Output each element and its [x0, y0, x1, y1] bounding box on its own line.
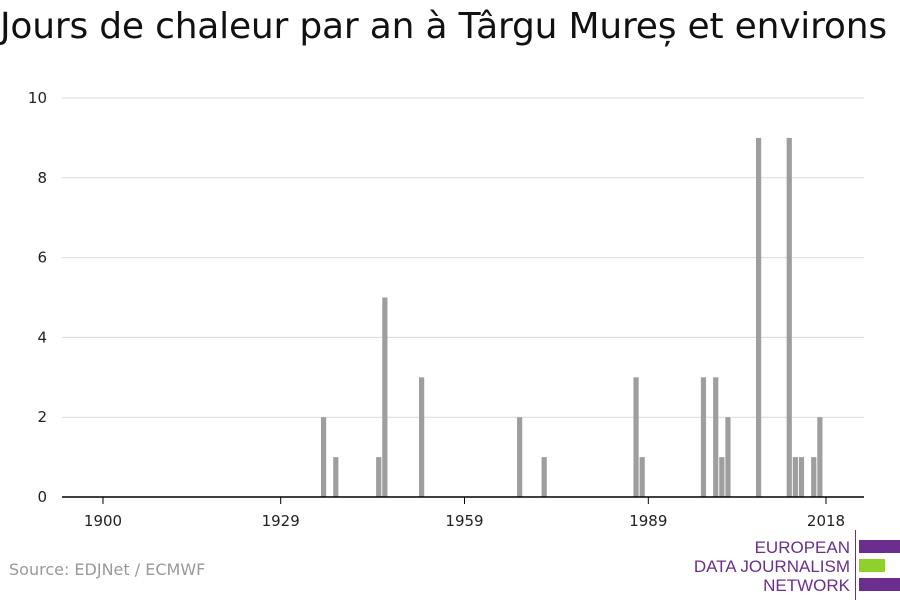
bar-1998	[700, 377, 707, 497]
tick-labels: 0 2 4 6 8 10 1900 1929 1959 1989 2018	[28, 89, 845, 530]
bar-1952	[419, 377, 425, 497]
x-tick-label: 1900	[84, 512, 122, 530]
bar-1987	[633, 377, 639, 497]
chart-title: Jours de chaleur par an à Târgu Mureș et…	[0, 6, 887, 47]
bars	[320, 137, 823, 497]
x-tick-label: 1989	[629, 512, 667, 530]
logo-line-3: NETWORK	[763, 576, 850, 595]
logo-divider	[855, 530, 856, 600]
y-tick-label: 0	[37, 488, 47, 506]
bar-2000	[713, 377, 719, 497]
source-note: Source: EDJNet / ECMWF	[9, 560, 206, 579]
logo-bar-middle	[859, 559, 885, 572]
bar-1936	[320, 417, 327, 497]
y-tick-label: 8	[37, 169, 47, 187]
bar-2012	[786, 137, 792, 497]
y-tick-label: 10	[28, 89, 47, 107]
x-tick-label: 1959	[445, 512, 483, 530]
bar-2013	[792, 457, 798, 497]
x-tick-label: 2018	[807, 512, 845, 530]
bar-1946	[382, 297, 388, 497]
logo-line-1: EUROPEAN	[754, 538, 850, 557]
y-tick-label: 6	[37, 249, 47, 267]
bar-2007	[756, 137, 762, 497]
bar-2001	[719, 457, 725, 497]
bar-1988	[639, 457, 645, 497]
x-tick-label: 1929	[262, 512, 300, 530]
y-tick-label: 4	[37, 328, 47, 346]
bar-1938	[333, 457, 339, 497]
bar-1968	[517, 417, 523, 497]
heat-days-bar-chart: 0 2 4 6 8 10 1900 1929 1959 1989 2018	[28, 89, 864, 530]
bar-2014	[798, 457, 805, 497]
logo-line-2: DATA JOURNALISM	[693, 557, 850, 576]
bar-2002	[725, 417, 731, 497]
bar-1945	[376, 457, 382, 497]
axes	[62, 496, 864, 504]
y-tick-label: 2	[37, 408, 47, 426]
gridlines	[62, 97, 864, 418]
bar-2016	[811, 457, 817, 497]
bar-1972	[541, 457, 547, 497]
logo-text: EUROPEAN DATA JOURNALISM NETWORK	[694, 538, 850, 595]
logo-bar-bottom	[859, 578, 900, 591]
logo-bar-top	[859, 540, 900, 553]
edjnet-logo: EUROPEAN DATA JOURNALISM NETWORK	[694, 530, 900, 600]
bar-2017	[817, 417, 823, 497]
